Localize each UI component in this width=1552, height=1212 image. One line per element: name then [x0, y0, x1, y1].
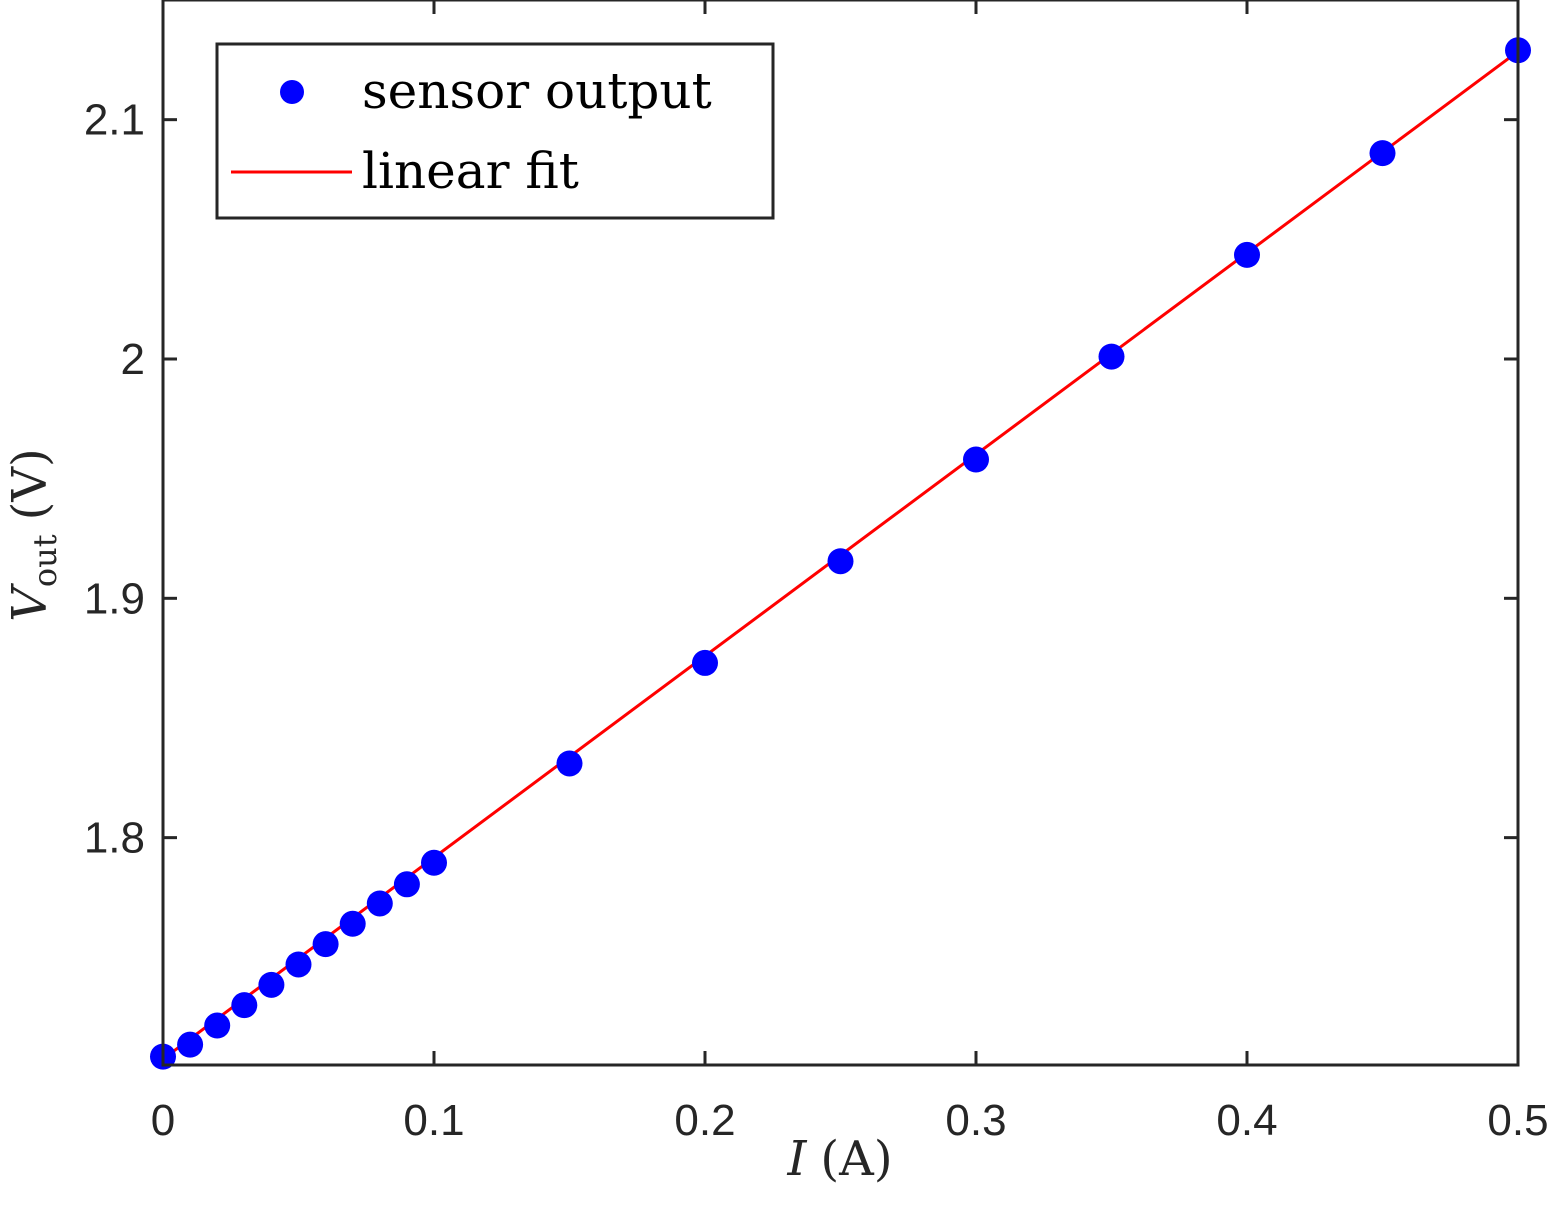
data-point [231, 992, 258, 1019]
legend-marker-sensor-output [280, 80, 304, 104]
data-point [393, 871, 420, 898]
x-tick-label: 0 [151, 1096, 175, 1145]
data-point [258, 971, 285, 998]
x-tick-label: 0.4 [1216, 1096, 1277, 1145]
x-axis-title: I (A) [786, 1131, 892, 1187]
legend: sensor output linear fit [215, 42, 775, 220]
x-tick-label: 0.5 [1487, 1096, 1548, 1145]
x-tick-label: 0.2 [674, 1096, 735, 1145]
data-point [1234, 241, 1260, 268]
ticks-layer: 0 0.1 0.2 0.3 0.4 0.5 1.8 1.9 2 2.1 [84, 0, 1549, 1145]
data-point [1098, 343, 1125, 370]
data-point [556, 750, 583, 777]
legend-box [215, 42, 775, 220]
data-point [1369, 140, 1396, 167]
data-point [285, 951, 312, 978]
data-point [204, 1012, 231, 1039]
data-point [339, 910, 366, 937]
data-point [827, 548, 854, 575]
data-point [421, 849, 447, 876]
legend-label-sensor-output: sensor output [362, 62, 712, 120]
data-point [692, 649, 718, 676]
x-tick-label: 0.3 [945, 1096, 1006, 1145]
data-point [312, 931, 339, 958]
axes-box [161, 0, 1520, 1067]
data-point [177, 1031, 204, 1058]
x-tick-label: 0.1 [403, 1096, 464, 1145]
y-tick-label: 2 [121, 335, 145, 384]
legend-label-linear-fit: linear fit [362, 142, 579, 200]
y-tick-label: 2.1 [84, 96, 145, 145]
y-tick-label: 1.9 [84, 574, 145, 623]
data-point [366, 890, 393, 917]
y-tick-label: 1.8 [84, 814, 145, 863]
data-point [963, 446, 989, 473]
y-axis-title: Vout(V) [2, 448, 64, 622]
